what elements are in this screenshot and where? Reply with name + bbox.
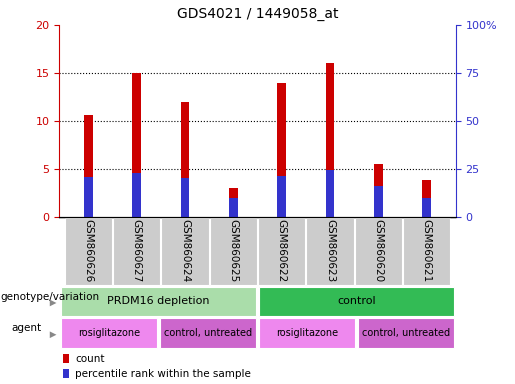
- Bar: [259, 287, 454, 316]
- Text: GSM860621: GSM860621: [422, 218, 432, 282]
- Bar: [374, 164, 383, 217]
- Bar: [84, 115, 93, 217]
- Text: GSM860626: GSM860626: [83, 218, 93, 282]
- Bar: [403, 218, 451, 285]
- Bar: [84, 177, 93, 217]
- Text: GSM860625: GSM860625: [228, 218, 238, 282]
- Bar: [210, 218, 257, 285]
- Text: percentile rank within the sample: percentile rank within the sample: [75, 369, 251, 379]
- Bar: [259, 318, 355, 348]
- Text: control, untreated: control, untreated: [362, 328, 450, 338]
- Bar: [181, 102, 190, 217]
- Bar: [64, 218, 112, 285]
- Bar: [229, 188, 237, 217]
- Text: agent: agent: [12, 323, 42, 333]
- Text: genotype/variation: genotype/variation: [0, 292, 99, 302]
- Bar: [132, 173, 141, 217]
- Bar: [325, 170, 334, 217]
- Text: GSM860624: GSM860624: [180, 218, 190, 282]
- Bar: [61, 318, 157, 348]
- Bar: [277, 83, 286, 217]
- Text: rosiglitazone: rosiglitazone: [276, 328, 338, 338]
- Bar: [132, 73, 141, 217]
- Bar: [181, 178, 190, 217]
- Bar: [229, 198, 237, 217]
- Text: count: count: [75, 354, 105, 364]
- Text: control, untreated: control, untreated: [164, 328, 252, 338]
- Text: PRDM16 depletion: PRDM16 depletion: [107, 296, 210, 306]
- Bar: [422, 198, 431, 217]
- Bar: [160, 318, 256, 348]
- Bar: [61, 287, 256, 316]
- Bar: [113, 218, 160, 285]
- Text: rosiglitazone: rosiglitazone: [78, 328, 140, 338]
- Bar: [63, 354, 69, 363]
- Text: GSM860620: GSM860620: [373, 218, 383, 282]
- Bar: [161, 218, 209, 285]
- Text: control: control: [337, 296, 376, 306]
- Bar: [63, 369, 69, 378]
- Text: GSM860627: GSM860627: [132, 218, 142, 282]
- Text: GSM860622: GSM860622: [277, 218, 287, 282]
- Text: GSM860623: GSM860623: [325, 218, 335, 282]
- Bar: [306, 218, 354, 285]
- Title: GDS4021 / 1449058_at: GDS4021 / 1449058_at: [177, 7, 338, 21]
- Bar: [358, 318, 454, 348]
- Bar: [422, 180, 431, 217]
- Bar: [374, 186, 383, 217]
- Bar: [325, 63, 334, 217]
- Bar: [355, 218, 402, 285]
- Bar: [277, 176, 286, 217]
- Bar: [258, 218, 305, 285]
